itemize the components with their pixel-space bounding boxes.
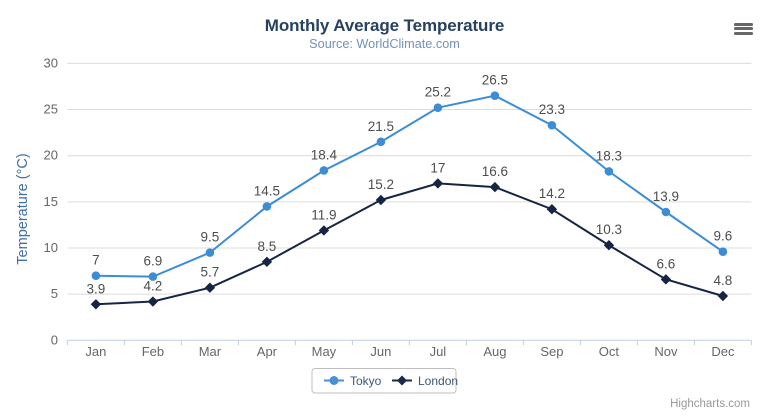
svg-text:6.6: 6.6 xyxy=(657,256,676,271)
svg-text:5.7: 5.7 xyxy=(201,265,220,280)
svg-text:10.3: 10.3 xyxy=(596,222,622,237)
svg-text:London: London xyxy=(418,374,458,388)
svg-text:23.3: 23.3 xyxy=(539,102,565,117)
svg-text:14.5: 14.5 xyxy=(254,183,280,198)
svg-text:4.8: 4.8 xyxy=(714,273,733,288)
svg-text:20: 20 xyxy=(44,148,58,163)
svg-text:Jan: Jan xyxy=(85,344,106,359)
svg-text:13.9: 13.9 xyxy=(653,189,679,204)
svg-text:0: 0 xyxy=(51,332,58,347)
svg-text:26.5: 26.5 xyxy=(482,73,508,88)
svg-text:18.4: 18.4 xyxy=(311,147,338,162)
svg-text:17: 17 xyxy=(430,160,445,175)
svg-text:25: 25 xyxy=(44,102,58,117)
svg-text:21.5: 21.5 xyxy=(368,119,394,134)
svg-text:Jun: Jun xyxy=(370,344,391,359)
svg-text:Aug: Aug xyxy=(483,344,506,359)
svg-text:Apr: Apr xyxy=(257,344,278,359)
svg-text:3.9: 3.9 xyxy=(87,281,106,296)
svg-text:15: 15 xyxy=(44,194,58,209)
svg-text:9.5: 9.5 xyxy=(201,230,220,245)
svg-text:25.2: 25.2 xyxy=(425,85,451,100)
svg-text:14.2: 14.2 xyxy=(539,186,565,201)
svg-text:Oct: Oct xyxy=(599,344,620,359)
svg-text:7: 7 xyxy=(92,253,100,268)
svg-text:Feb: Feb xyxy=(142,344,164,359)
svg-text:6.9: 6.9 xyxy=(144,254,163,269)
svg-text:Tokyo: Tokyo xyxy=(350,374,382,388)
svg-text:11.9: 11.9 xyxy=(311,207,336,222)
svg-text:5: 5 xyxy=(51,286,58,301)
svg-text:Nov: Nov xyxy=(654,344,678,359)
svg-text:Jul: Jul xyxy=(430,344,447,359)
svg-text:8.5: 8.5 xyxy=(258,239,277,254)
svg-text:30: 30 xyxy=(44,55,58,70)
svg-text:4.2: 4.2 xyxy=(144,279,163,294)
svg-text:May: May xyxy=(312,344,337,359)
svg-text:9.6: 9.6 xyxy=(714,229,733,244)
svg-text:Dec: Dec xyxy=(711,344,735,359)
svg-text:10: 10 xyxy=(44,240,58,255)
svg-text:18.3: 18.3 xyxy=(596,148,622,163)
svg-text:16.6: 16.6 xyxy=(482,164,508,179)
svg-text:Sep: Sep xyxy=(540,344,563,359)
svg-text:Mar: Mar xyxy=(199,344,222,359)
svg-text:15.2: 15.2 xyxy=(368,177,394,192)
